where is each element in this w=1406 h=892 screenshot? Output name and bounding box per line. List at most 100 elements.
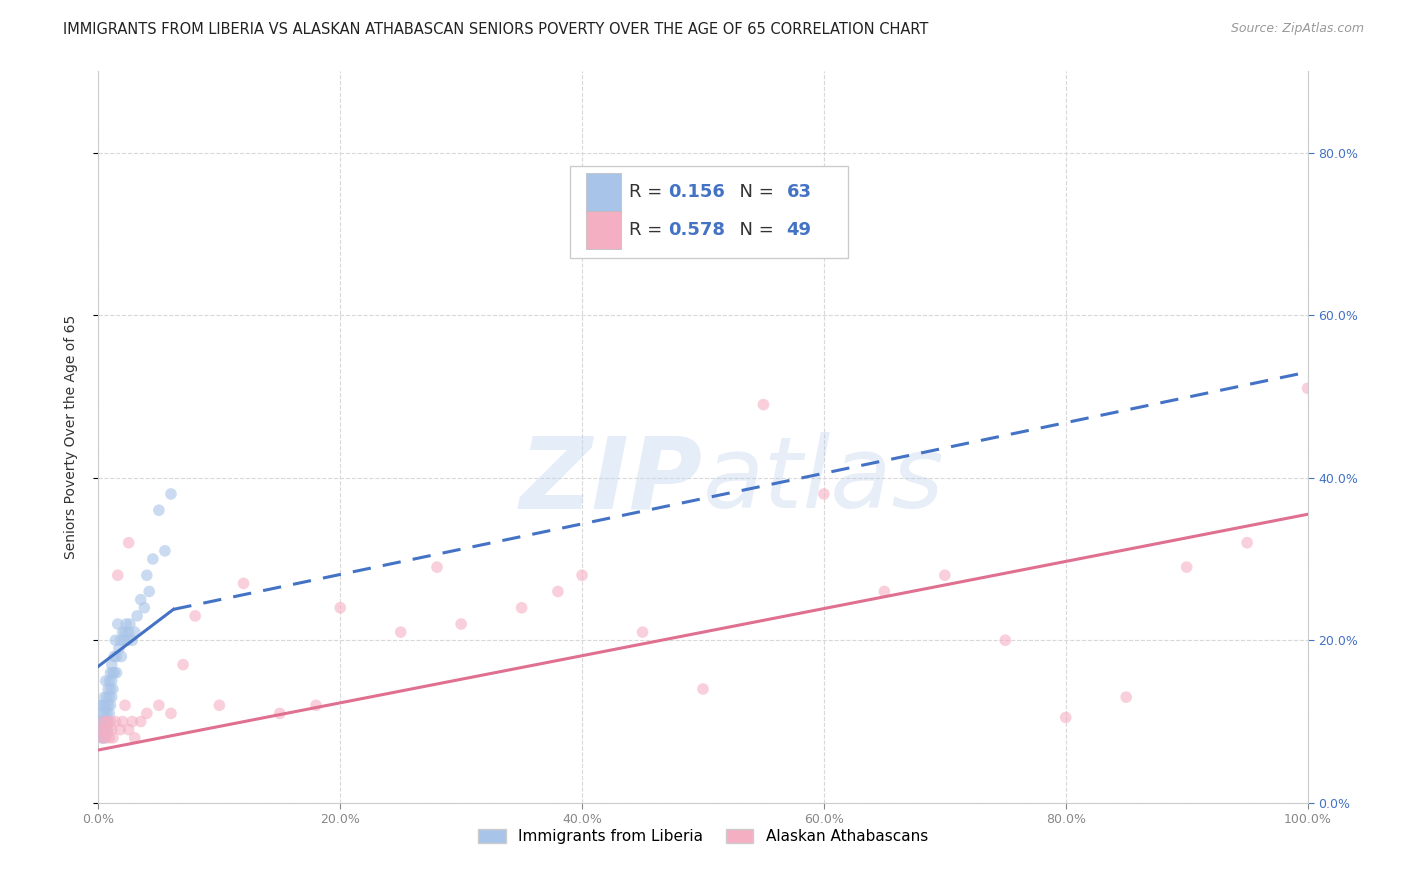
Legend: Immigrants from Liberia, Alaskan Athabascans: Immigrants from Liberia, Alaskan Athabas…	[472, 822, 934, 850]
Point	[93, 723, 115, 737]
Point	[91, 714, 114, 729]
Point	[91, 731, 114, 745]
Text: R =: R =	[630, 183, 668, 201]
Point	[105, 665, 128, 680]
Point	[510, 600, 533, 615]
Point	[142, 552, 165, 566]
Point	[90, 723, 112, 737]
Point	[426, 560, 449, 574]
Point	[98, 690, 121, 705]
Point	[117, 633, 139, 648]
Point	[1236, 535, 1258, 549]
Point	[107, 617, 129, 632]
Point	[94, 698, 117, 713]
Point	[329, 600, 352, 615]
Point	[1296, 381, 1319, 395]
Point	[153, 544, 176, 558]
Text: N =: N =	[728, 221, 780, 239]
Point	[134, 600, 156, 615]
Point	[100, 665, 122, 680]
Point	[100, 714, 122, 729]
Point	[692, 681, 714, 696]
Text: IMMIGRANTS FROM LIBERIA VS ALASKAN ATHABASCAN SENIORS POVERTY OVER THE AGE OF 65: IMMIGRANTS FROM LIBERIA VS ALASKAN ATHAB…	[63, 22, 928, 37]
Point	[107, 568, 129, 582]
Point	[100, 681, 122, 696]
Point	[571, 568, 593, 582]
Point	[112, 633, 135, 648]
Point	[232, 576, 254, 591]
Point	[91, 723, 114, 737]
Point	[98, 673, 121, 688]
Point	[96, 723, 118, 737]
Point	[90, 723, 112, 737]
Point	[97, 698, 120, 713]
Text: Source: ZipAtlas.com: Source: ZipAtlas.com	[1230, 22, 1364, 36]
Point	[111, 714, 134, 729]
Point	[118, 535, 141, 549]
Point	[124, 625, 146, 640]
Point	[129, 714, 152, 729]
Point	[631, 625, 654, 640]
Point	[93, 690, 115, 705]
Point	[135, 706, 157, 721]
Text: R =: R =	[630, 221, 668, 239]
Point	[91, 714, 114, 729]
Point	[101, 665, 124, 680]
Point	[118, 723, 141, 737]
Point	[934, 568, 956, 582]
Point	[100, 690, 122, 705]
FancyBboxPatch shape	[586, 173, 621, 211]
Point	[91, 698, 114, 713]
Point	[114, 625, 136, 640]
Point	[813, 487, 835, 501]
Point	[100, 657, 122, 672]
Point	[93, 723, 115, 737]
Point	[96, 690, 118, 705]
Point	[98, 706, 121, 721]
FancyBboxPatch shape	[569, 167, 848, 258]
Point	[101, 731, 124, 745]
Point	[101, 681, 124, 696]
Point	[93, 731, 115, 745]
Point	[752, 398, 775, 412]
Text: ZIP: ZIP	[520, 433, 703, 530]
Point	[105, 649, 128, 664]
Point	[135, 568, 157, 582]
Y-axis label: Seniors Poverty Over the Age of 65: Seniors Poverty Over the Age of 65	[63, 315, 77, 559]
FancyBboxPatch shape	[586, 211, 621, 249]
Text: atlas: atlas	[703, 433, 945, 530]
Point	[269, 706, 291, 721]
Point	[124, 731, 146, 745]
Point	[994, 633, 1017, 648]
Point	[100, 673, 122, 688]
Point	[103, 665, 125, 680]
Point	[89, 714, 111, 729]
Point	[547, 584, 569, 599]
Point	[127, 608, 149, 623]
Point	[96, 706, 118, 721]
Point	[90, 698, 112, 713]
Point	[148, 698, 170, 713]
Point	[94, 714, 117, 729]
Point	[160, 487, 183, 501]
Point	[104, 714, 127, 729]
Point	[184, 608, 207, 623]
Point	[873, 584, 896, 599]
Point	[114, 698, 136, 713]
Point	[129, 592, 152, 607]
Point	[108, 723, 131, 737]
Point	[450, 617, 472, 632]
Point	[100, 723, 122, 737]
Point	[94, 727, 117, 741]
Text: N =: N =	[728, 183, 780, 201]
Point	[110, 649, 132, 664]
Text: 49: 49	[786, 221, 811, 239]
Point	[97, 723, 120, 737]
Point	[91, 731, 114, 745]
Point	[389, 625, 412, 640]
Point	[100, 698, 122, 713]
Point	[97, 714, 120, 729]
Point	[91, 714, 114, 729]
Point	[208, 698, 231, 713]
Point	[121, 633, 143, 648]
